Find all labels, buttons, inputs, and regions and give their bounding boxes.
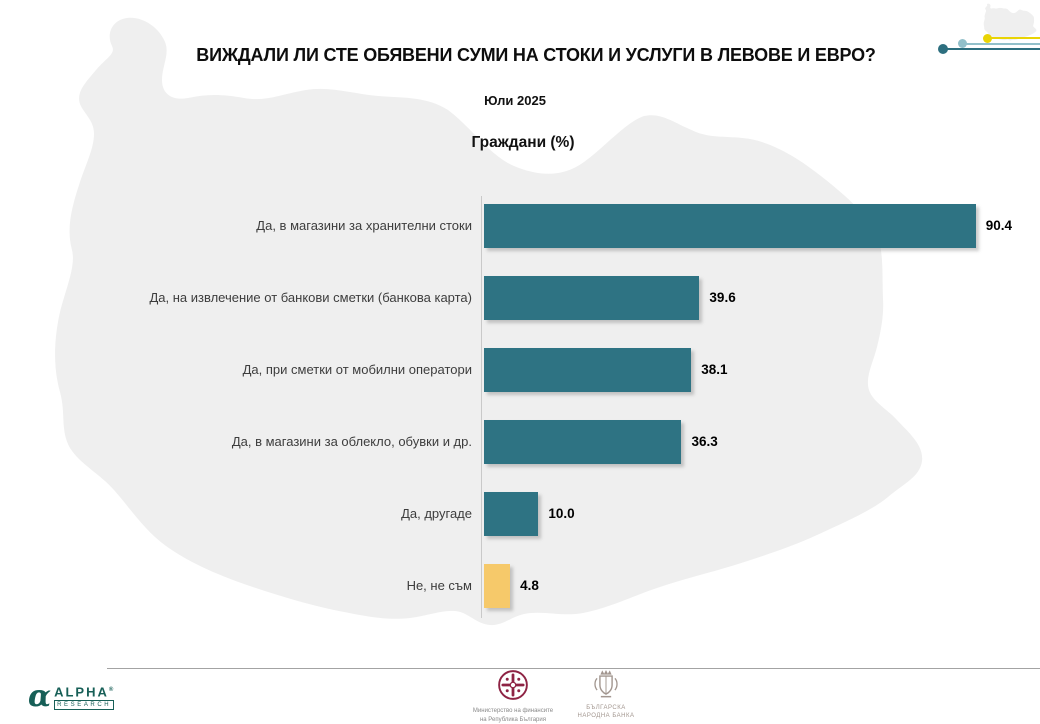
decor-line-yellow bbox=[988, 37, 1040, 39]
bar-chart: Да, в магазини за хранителни стоки 90.4 … bbox=[0, 196, 1040, 620]
chart-row: Да, при сметки от мобилни оператори 38.1 bbox=[0, 348, 1040, 392]
page-title: ВИЖДАЛИ ЛИ СТЕ ОБЯВЕНИ СУМИ НА СТОКИ И У… bbox=[196, 45, 876, 65]
alpha-symbol-icon: α bbox=[28, 679, 52, 714]
chart-row: Да, в магазини за хранителни стоки 90.4 bbox=[0, 204, 1040, 248]
bar bbox=[484, 348, 692, 392]
chart-row: Да, на извлечение от банкови сметки (бан… bbox=[0, 276, 1040, 320]
chart-row: Не, не съм 4.8 bbox=[0, 564, 1040, 608]
value-label: 90.4 bbox=[985, 218, 1013, 233]
bar bbox=[484, 420, 682, 464]
chart-group-heading: Граждани (%) bbox=[471, 134, 575, 151]
chart-axis-line bbox=[481, 196, 482, 618]
ministry-caption-line2: на Република България bbox=[479, 717, 546, 723]
alpha-research-logo: α ALPHA® RESEARCH bbox=[28, 682, 115, 712]
alpha-logo-name: ALPHA® bbox=[54, 684, 116, 700]
ministry-emblem-icon bbox=[498, 670, 528, 700]
bnb-crest-icon bbox=[594, 669, 618, 698]
bnb-caption-line1: БЪЛГАРСКА bbox=[586, 705, 626, 711]
alpha-logo-subtitle: RESEARCH bbox=[54, 699, 115, 710]
decor-line-light-teal bbox=[963, 42, 1040, 45]
value-label: 39.6 bbox=[709, 290, 736, 305]
ministry-of-finance-logo: Министерство на финансите на Република Б… bbox=[467, 669, 559, 724]
value-label: 36.3 bbox=[691, 434, 718, 449]
category-label: Да, в магазини за облекло, обувки и др. bbox=[231, 434, 472, 449]
registered-mark: ® bbox=[108, 687, 116, 694]
value-label: 4.8 bbox=[520, 578, 539, 593]
value-label: 38.1 bbox=[701, 362, 728, 377]
decor-dot-light-teal bbox=[958, 39, 967, 48]
ministry-caption-line1: Министерство на финансите bbox=[472, 708, 554, 714]
value-label: 10.0 bbox=[548, 506, 575, 521]
bulgarian-national-bank-logo: БЪЛГАРСКА НАРОДНА БАНКА bbox=[563, 669, 649, 720]
bar bbox=[484, 492, 539, 536]
subtitle-date: Юли 2025 bbox=[484, 93, 546, 108]
bar bbox=[484, 564, 511, 608]
bnb-caption-line2: НАРОДНА БАНКА bbox=[577, 713, 635, 719]
category-label: Да, в магазини за хранителни стоки bbox=[256, 218, 472, 233]
decor-dot-dark-teal bbox=[938, 43, 948, 54]
category-label: Да, на извлечение от банкови сметки (бан… bbox=[149, 290, 472, 305]
bar bbox=[484, 204, 976, 248]
decor-line-dark-teal bbox=[944, 47, 1040, 50]
chart-row: Да, другаде 10.0 bbox=[0, 492, 1040, 536]
decor-dot-yellow bbox=[983, 33, 992, 43]
footer-divider bbox=[107, 668, 1040, 669]
bar bbox=[484, 276, 700, 320]
category-label: Не, не съм bbox=[406, 578, 472, 593]
category-label: Да, другаде bbox=[401, 506, 472, 521]
chart-row: Да, в магазини за облекло, обувки и др. … bbox=[0, 420, 1040, 464]
category-label: Да, при сметки от мобилни оператори bbox=[242, 362, 472, 377]
